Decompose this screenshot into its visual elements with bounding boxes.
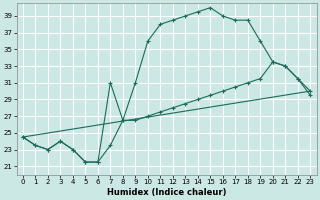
- X-axis label: Humidex (Indice chaleur): Humidex (Indice chaleur): [107, 188, 226, 197]
